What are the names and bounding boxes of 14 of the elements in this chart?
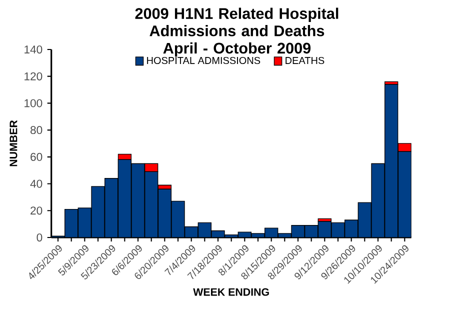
y-tick-label: 120	[24, 72, 42, 80]
y-tick-label: 100	[24, 99, 42, 108]
y-tick-label: 60	[30, 152, 42, 161]
chart-subtitle: April - October 2009	[163, 42, 311, 57]
y-tick-label: 140	[24, 45, 42, 54]
y-tick-label: 0	[36, 233, 42, 242]
y-tick-label: 80	[30, 126, 42, 134]
legend-label: DEATHS	[286, 56, 324, 64]
y-tick-label: 40	[30, 180, 42, 188]
chart-title: 2009 H1N1 Related Hospital Admissions and Deaths	[135, 8, 338, 36]
x-axis-title: WEEK ENDING	[193, 288, 269, 296]
y-axis-title: NUMBER	[10, 120, 18, 166]
y-tick-label: 20	[30, 206, 42, 215]
legend-label: HOSPITAL ADMISSIONS	[147, 56, 260, 64]
